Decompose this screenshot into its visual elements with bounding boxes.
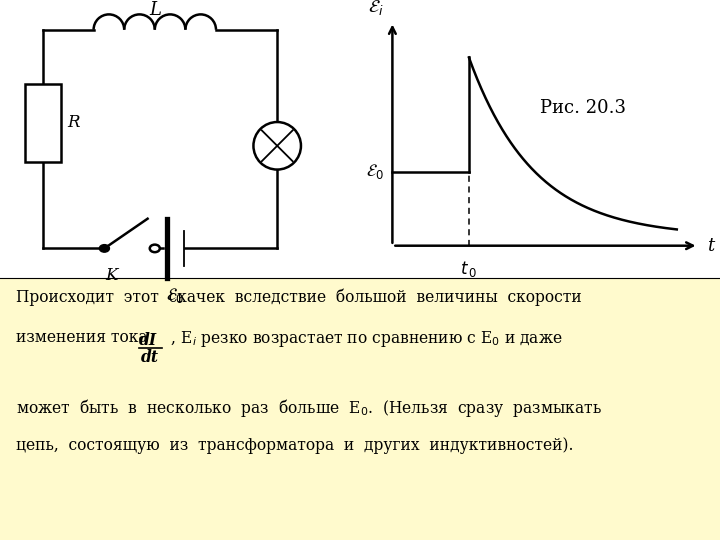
Text: может  быть  в  несколько  раз  больше  E$_0$.  (Нельзя  сразу  размыкать: может быть в несколько раз больше E$_0$.… bbox=[16, 397, 602, 419]
Bar bbox=[0, 278, 720, 540]
Text: $\mathcal{E}_i$: $\mathcal{E}_i$ bbox=[368, 0, 384, 17]
Text: dI: dI bbox=[139, 332, 157, 349]
Text: $\mathcal{E}_0$: $\mathcal{E}_0$ bbox=[366, 162, 384, 181]
Text: L: L bbox=[149, 1, 161, 19]
Text: R: R bbox=[67, 114, 79, 131]
Text: изменения тока: изменения тока bbox=[16, 329, 148, 346]
Text: $t_{\,0}$: $t_{\,0}$ bbox=[460, 259, 477, 279]
Text: , E$_i$ резко возрастает по сравнению с E$_0$ и даже: , E$_i$ резко возрастает по сравнению с … bbox=[166, 329, 563, 349]
Ellipse shape bbox=[253, 122, 301, 170]
Text: t: t bbox=[707, 237, 714, 255]
Text: Рис. 20.3: Рис. 20.3 bbox=[540, 99, 626, 117]
Bar bbox=[0, 0, 720, 278]
Text: цепь,  состоящую  из  трансформатора  и  других  индуктивностей).: цепь, состоящую из трансформатора и друг… bbox=[16, 437, 573, 454]
Text: Происходит  этот  скачек  вследствие  большой  величины  скорости: Происходит этот скачек вследствие большо… bbox=[16, 289, 582, 306]
Text: dt: dt bbox=[140, 349, 158, 366]
Text: K: K bbox=[105, 267, 118, 284]
Text: $\mathcal{E}_0$: $\mathcal{E}_0$ bbox=[166, 286, 184, 305]
Circle shape bbox=[150, 245, 160, 252]
Bar bbox=[25, 84, 61, 162]
Circle shape bbox=[99, 245, 109, 252]
